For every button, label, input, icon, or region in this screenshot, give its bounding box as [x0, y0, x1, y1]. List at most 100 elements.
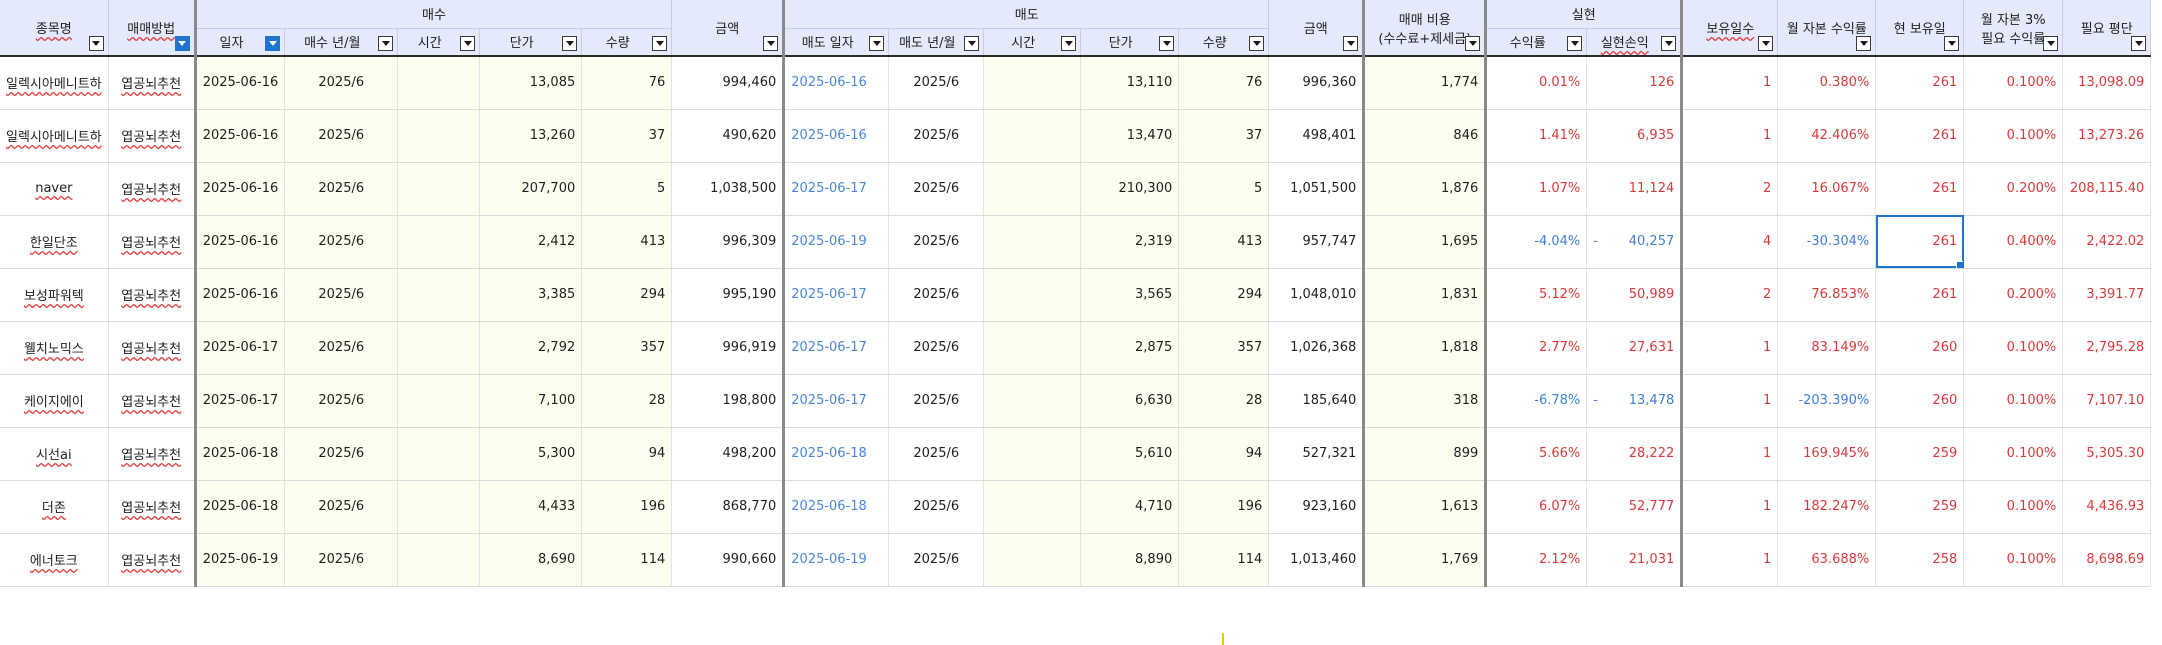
cell-sell-amount[interactable]: 923,160 [1268, 480, 1365, 534]
cell-buy-ym[interactable]: 2025/6 [284, 56, 399, 110]
cell-buy-qty[interactable]: 76 [581, 56, 673, 110]
cell-buy-date[interactable]: 2025-06-18 [193, 480, 286, 534]
cell-buy-amount[interactable]: 490,620 [671, 109, 785, 163]
cell-buy-qty[interactable]: 94 [581, 427, 673, 481]
cell-monthly-return[interactable]: 0.380% [1777, 56, 1877, 110]
cell-stock-name[interactable]: 일렉시아메니트하 [0, 56, 109, 110]
cell-required-rate[interactable]: 0.100% [1963, 480, 2064, 534]
col-header-sell-date[interactable]: 매도 일자 [782, 28, 890, 57]
cell-required-avg[interactable]: 13,098.09 [2062, 56, 2152, 110]
col-header-buy-amount[interactable]: 금액 [671, 0, 785, 57]
cell-current-holding[interactable]: 258 [1875, 533, 1965, 587]
cell-monthly-return[interactable]: -30.304% [1777, 215, 1877, 269]
cell-buy-price[interactable]: 3,385 [479, 268, 583, 322]
cell-trade-method[interactable]: 엽공뇌추천 [108, 321, 196, 375]
filter-dropdown-icon[interactable] [1061, 36, 1077, 51]
cell-sell-time[interactable] [983, 480, 1082, 534]
cell-sell-qty[interactable]: 28 [1178, 374, 1270, 428]
cell-buy-date[interactable]: 2025-06-17 [193, 321, 286, 375]
cell-return-rate[interactable]: 5.66% [1484, 427, 1588, 481]
cell-buy-date[interactable]: 2025-06-16 [193, 215, 286, 269]
cell-trade-method[interactable]: 엽공뇌추천 [108, 162, 196, 216]
cell-required-rate[interactable]: 0.100% [1963, 374, 2064, 428]
col-header-stock-name[interactable]: 종목명 [0, 0, 109, 57]
cell-current-holding[interactable]: 261 [1875, 56, 1965, 110]
cell-trade-cost[interactable]: 1,876 [1362, 162, 1487, 216]
cell-buy-date[interactable]: 2025-06-16 [193, 268, 286, 322]
cell-buy-amount[interactable]: 996,309 [671, 215, 785, 269]
col-header-required-rate[interactable]: 월 자본 3% 필요 수익률 [1963, 0, 2064, 57]
cell-sell-time[interactable] [983, 109, 1082, 163]
cell-holding-days[interactable]: 2 [1680, 162, 1779, 216]
cell-required-avg[interactable]: 7,107.10 [2062, 374, 2152, 428]
cell-trade-cost[interactable]: 1,695 [1362, 215, 1487, 269]
cell-buy-price[interactable]: 4,433 [479, 480, 583, 534]
cell-buy-price[interactable]: 5,300 [479, 427, 583, 481]
cell-realized-pl[interactable]: 52,777 [1586, 480, 1683, 534]
cell-sell-date[interactable]: 2025-06-18 [782, 480, 890, 534]
cell-buy-ym[interactable]: 2025/6 [284, 109, 399, 163]
cell-required-avg[interactable]: 5,305.30 [2062, 427, 2152, 481]
filter-dropdown-icon[interactable] [1159, 36, 1175, 51]
cell-buy-ym[interactable]: 2025/6 [284, 321, 399, 375]
cell-sell-date[interactable]: 2025-06-16 [782, 109, 890, 163]
cell-monthly-return[interactable]: 63.688% [1777, 533, 1877, 587]
cell-buy-date[interactable]: 2025-06-19 [193, 533, 286, 587]
cell-buy-time[interactable] [397, 321, 481, 375]
cell-trade-method[interactable]: 엽공뇌추천 [108, 374, 196, 428]
cell-trade-cost[interactable]: 318 [1362, 374, 1487, 428]
cell-sell-time[interactable] [983, 321, 1082, 375]
cell-return-rate[interactable]: -6.78% [1484, 374, 1588, 428]
col-header-trade-method[interactable]: 매매방법 [108, 0, 196, 57]
filter-dropdown-icon[interactable] [1856, 36, 1872, 51]
cell-trade-cost[interactable]: 1,613 [1362, 480, 1487, 534]
cell-buy-price[interactable]: 13,085 [479, 56, 583, 110]
cell-buy-amount[interactable]: 990,660 [671, 533, 785, 587]
cell-sell-ym[interactable]: 2025/6 [888, 109, 985, 163]
cell-stock-name[interactable]: 케이지에이 [0, 374, 109, 428]
cell-sell-ym[interactable]: 2025/6 [888, 480, 985, 534]
col-header-buy-time[interactable]: 시간 [397, 28, 481, 57]
cell-trade-method[interactable]: 엽공뇌추천 [108, 215, 196, 269]
cell-sell-ym[interactable]: 2025/6 [888, 162, 985, 216]
cell-buy-qty[interactable]: 196 [581, 480, 673, 534]
cell-buy-price[interactable]: 2,412 [479, 215, 583, 269]
cell-buy-date[interactable]: 2025-06-16 [193, 56, 286, 110]
cell-trade-method[interactable]: 엽공뇌추천 [108, 268, 196, 322]
cell-sell-amount[interactable]: 1,051,500 [1268, 162, 1365, 216]
cell-sell-date[interactable]: 2025-06-17 [782, 374, 890, 428]
col-header-return-rate[interactable]: 수익률 [1484, 28, 1588, 57]
filter-dropdown-icon[interactable] [562, 36, 578, 51]
cell-sell-amount[interactable]: 996,360 [1268, 56, 1365, 110]
cell-required-rate[interactable]: 0.100% [1963, 533, 2064, 587]
cell-sell-price[interactable]: 5,610 [1080, 427, 1180, 481]
cell-buy-price[interactable]: 7,100 [479, 374, 583, 428]
cell-stock-name[interactable]: 에너토크 [0, 533, 109, 587]
cell-sell-time[interactable] [983, 56, 1082, 110]
cell-sell-amount[interactable]: 1,026,368 [1268, 321, 1365, 375]
cell-required-avg[interactable]: 2,795.28 [2062, 321, 2152, 375]
cell-sell-price[interactable]: 13,110 [1080, 56, 1180, 110]
cell-realized-pl[interactable]: 50,989 [1586, 268, 1683, 322]
cell-buy-qty[interactable]: 413 [581, 215, 673, 269]
cell-stock-name[interactable]: 웰치노믹스 [0, 321, 109, 375]
cell-sell-qty[interactable]: 5 [1178, 162, 1270, 216]
cell-sell-date[interactable]: 2025-06-17 [782, 321, 890, 375]
cell-required-avg[interactable]: 3,391.77 [2062, 268, 2152, 322]
cell-stock-name[interactable]: 시선ai [0, 427, 109, 481]
cell-monthly-return[interactable]: 169.945% [1777, 427, 1877, 481]
filter-dropdown-icon[interactable] [1661, 36, 1677, 51]
filter-active-icon[interactable] [174, 36, 190, 51]
cell-sell-date[interactable]: 2025-06-16 [782, 56, 890, 110]
cell-sell-time[interactable] [983, 215, 1082, 269]
cell-sell-amount[interactable]: 498,401 [1268, 109, 1365, 163]
cell-buy-amount[interactable]: 996,919 [671, 321, 785, 375]
cell-realized-pl[interactable]: 28,222 [1586, 427, 1683, 481]
col-header-buy-price[interactable]: 단가 [479, 28, 583, 57]
cell-required-rate[interactable]: 0.400% [1963, 215, 2064, 269]
cell-buy-ym[interactable]: 2025/6 [284, 268, 399, 322]
cell-trade-cost[interactable]: 1,831 [1362, 268, 1487, 322]
cell-realized-pl[interactable]: 11,124 [1586, 162, 1683, 216]
cell-buy-price[interactable]: 207,700 [479, 162, 583, 216]
cell-return-rate[interactable]: 0.01% [1484, 56, 1588, 110]
